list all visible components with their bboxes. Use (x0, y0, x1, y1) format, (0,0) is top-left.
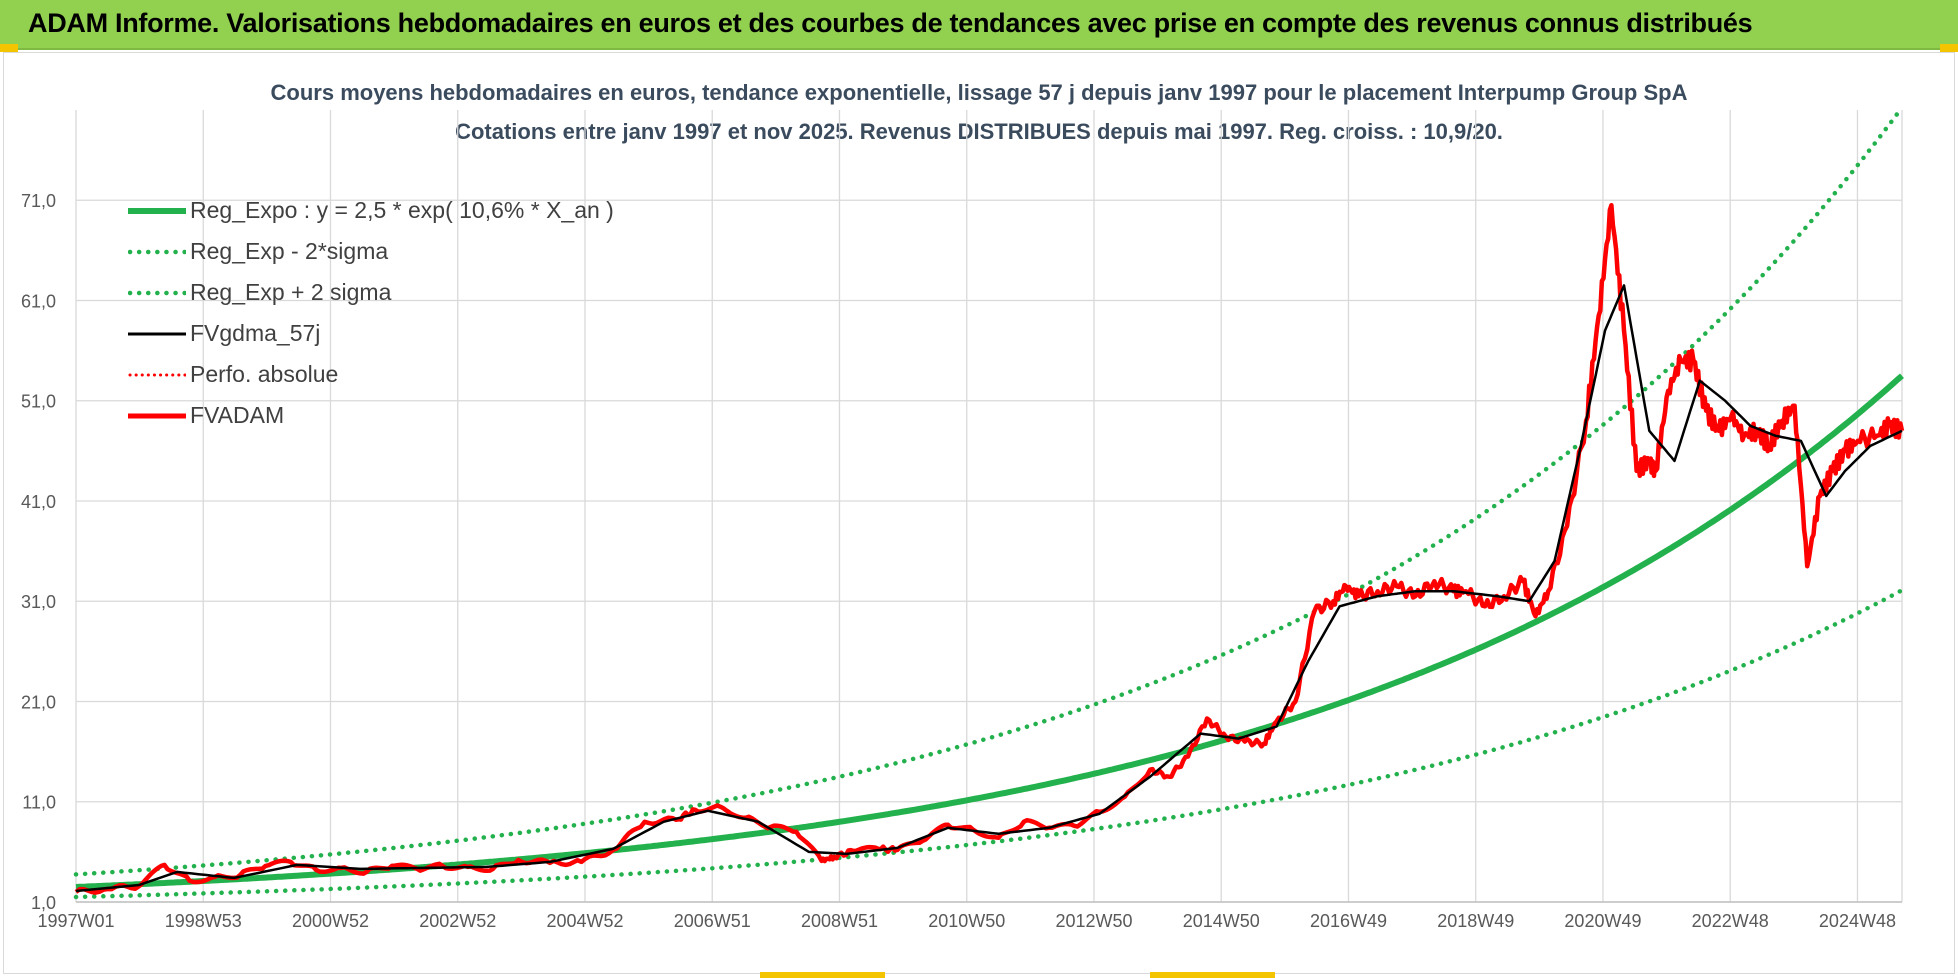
legend-swatch-reg-expo (128, 207, 186, 214)
y-tick-label: 61,0 (21, 291, 56, 311)
x-tick-label: 2016W49 (1310, 911, 1387, 931)
y-tick-label: 71,0 (21, 191, 56, 211)
legend-swatch-fvgdma (128, 332, 186, 335)
y-tick-label: 31,0 (21, 592, 56, 612)
y-tick-label: 21,0 (21, 692, 56, 712)
bottom-accent-2 (1150, 972, 1275, 978)
x-tick-label: 2018W49 (1437, 911, 1514, 931)
fvgdma-57j-line (75, 284, 1903, 893)
x-tick-label: 2004W52 (546, 911, 623, 931)
x-tick-label: 2008W51 (801, 911, 878, 931)
chart-title-line2: Cotations entre janv 1997 et nov 2025. R… (455, 119, 1503, 144)
legend-swatch-reg-exp-minus (128, 249, 186, 254)
reg-exp-plus-2sigma-line (73, 107, 1905, 877)
reg-exp-minus-2sigma-line (73, 587, 1905, 900)
y-tick-label: 1,0 (31, 893, 56, 913)
legend-item-reg-exp-minus: Reg_Exp - 2*sigma (128, 231, 614, 272)
legend-label-perfo-absolue: Perfo. absolue (190, 361, 339, 387)
legend-label-reg-exp-plus: Reg_Exp + 2 sigma (190, 279, 392, 305)
legend-label-reg-expo: Reg_Expo : y = 2,5 * exp( 10,6% * X_an ) (190, 197, 614, 223)
x-tick-label: 2012W50 (1055, 911, 1132, 931)
x-tick-label: 2006W51 (674, 911, 751, 931)
x-tick-label: 2000W52 (292, 911, 369, 931)
report-banner: ADAM Informe. Valorisations hebdomadaire… (0, 0, 1958, 50)
legend-item-reg-expo: Reg_Expo : y = 2,5 * exp( 10,6% * X_an ) (128, 190, 614, 231)
x-tick-label: 2020W49 (1564, 911, 1641, 931)
corner-accent-right (1940, 44, 1958, 52)
legend-item-fvadam: FVADAM (128, 395, 614, 436)
y-tick-label: 11,0 (22, 793, 56, 813)
bottom-accent-1 (760, 972, 885, 978)
x-tick-label: 2024W48 (1819, 911, 1896, 931)
legend-label-fvgdma: FVgdma_57j (190, 320, 321, 346)
x-tick-label: 2002W52 (419, 911, 496, 931)
legend-label-fvadam: FVADAM (190, 402, 285, 428)
legend-item-reg-exp-plus: Reg_Exp + 2 sigma (128, 272, 614, 313)
x-tick-label: 2014W50 (1183, 911, 1260, 931)
corner-accent-left (0, 44, 18, 52)
y-tick-label: 51,0 (21, 392, 56, 412)
legend-swatch-reg-exp-plus (128, 290, 186, 295)
report-title: ADAM Informe. Valorisations hebdomadaire… (28, 8, 1753, 38)
y-tick-label: 41,0 (21, 492, 56, 512)
x-tick-label: 1998W53 (165, 911, 242, 931)
x-tick-label: 1997W01 (37, 911, 114, 931)
x-tick-label: 2010W50 (928, 911, 1005, 931)
legend-item-perfo-absolue: Perfo. absolue (128, 354, 614, 395)
reg-expo-line (75, 373, 1904, 890)
legend-swatch-perfo-absolue (128, 373, 186, 376)
legend-item-fvgdma: FVgdma_57j (128, 313, 614, 354)
legend-swatch-fvadam (128, 413, 186, 418)
chart-legend: Reg_Expo : y = 2,5 * exp( 10,6% * X_an )… (128, 190, 614, 436)
chart-frame (3, 52, 1955, 974)
x-tick-label: 2022W48 (1692, 911, 1769, 931)
chart-title-line1: Cours moyens hebdomadaires en euros, ten… (270, 80, 1688, 105)
chart-svg: 1,0 11,0 21,0 31,0 41,0 51,0 61,0 71,0 1997W01 19… (21, 107, 1905, 931)
legend-label-reg-exp-minus: Reg_Exp - 2*sigma (190, 238, 389, 264)
